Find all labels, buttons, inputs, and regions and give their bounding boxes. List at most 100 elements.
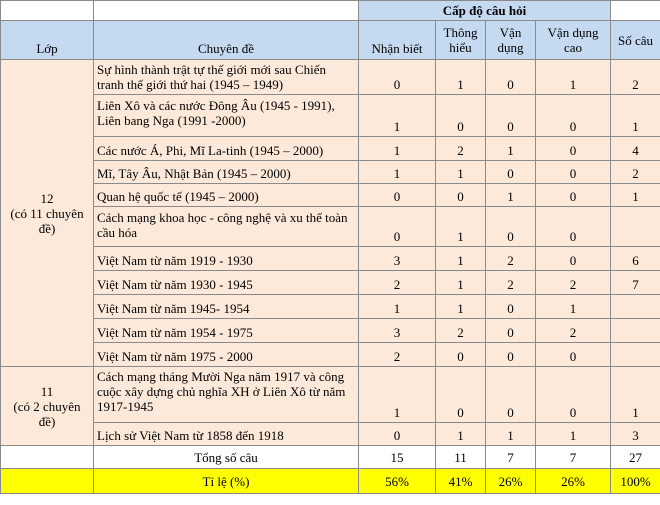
topic-cell: Việt Nam từ năm 1930 - 1945 — [93, 270, 359, 295]
topic-cell: Mĩ, Tây Âu, Nhật Bản (1945 – 2000) — [93, 160, 359, 184]
thong-hieu-cell: 1 — [435, 270, 486, 295]
van-dung-cao-cell: 2 — [534, 270, 612, 295]
topic-cell: Liên Xô và các nước Đông Âu (1945 - 1991… — [93, 94, 359, 137]
topic-cell: Việt Nam từ năm 1975 - 2000 — [93, 342, 359, 367]
header-row-1: Cấp độ câu hỏi — [0, 0, 660, 21]
van-dung-cell: 2 — [485, 246, 536, 271]
topic-cell: Cách mạng khoa học - công nghệ và xu thế… — [93, 206, 359, 247]
van-dung-cao-cell: 2 — [534, 318, 612, 343]
thong-hieu-cell: 1 — [435, 206, 486, 247]
so-cau-cell: 4 — [610, 136, 660, 161]
van-dung-cell: 1 — [485, 136, 536, 161]
header-row-2: Lớp Chuyên đề Nhận biết Thông hiểu Vận d… — [0, 20, 660, 60]
van-dung-cao-cell: 0 — [534, 206, 612, 247]
topic-cell: Lịch sử Việt Nam từ 1858 đến 1918 — [93, 422, 359, 446]
so-cau-cell: 2 — [610, 59, 660, 95]
header-blank-lop — [0, 0, 94, 21]
total-nhan-biet: 15 — [358, 445, 436, 469]
thong-hieu-cell: 2 — [435, 318, 486, 343]
van-dung-cell: 1 — [485, 422, 536, 446]
total-blank — [0, 445, 94, 469]
topic-cell: Cách mạng tháng Mười Nga năm 1917 và côn… — [93, 366, 359, 423]
van-dung-cao-cell: 1 — [534, 422, 612, 446]
header-nhan-biet: Nhận biết — [358, 20, 436, 60]
so-cau-cell: 6 — [610, 246, 660, 271]
so-cau-cell: 1 — [610, 366, 660, 423]
group-lop-12: 12 (có 11 chuyên đề) — [0, 59, 94, 367]
table-row: Việt Nam từ năm 1930 - 1945 2 1 2 2 7 — [1, 270, 660, 295]
van-dung-cell: 0 — [485, 206, 536, 247]
table-row: Việt Nam từ năm 1954 - 1975 3 2 0 2 — [1, 318, 660, 343]
van-dung-cell: 1 — [485, 183, 536, 207]
header-van-dung: Vận dụng — [485, 20, 536, 60]
total-van-dung: 7 — [485, 445, 536, 469]
van-dung-cao-cell: 0 — [534, 342, 612, 367]
nhan-biet-cell: 3 — [358, 318, 436, 343]
topic-cell: Việt Nam từ năm 1919 - 1930 — [93, 246, 359, 271]
van-dung-cell: 0 — [485, 59, 536, 95]
topic-cell: Sự hình thành trật tự thế giới mới sau C… — [93, 59, 359, 95]
so-cau-cell — [610, 294, 660, 319]
thong-hieu-cell: 0 — [435, 94, 486, 137]
ratio-so-cau: 100% — [610, 468, 660, 494]
van-dung-cao-cell: 0 — [534, 94, 612, 137]
table-row: Việt Nam từ năm 1975 - 2000 2 0 0 0 — [1, 342, 660, 367]
header-thong-hieu: Thông hiểu — [435, 20, 486, 60]
header-chuyen-de: Chuyên đề — [93, 20, 359, 60]
so-cau-cell — [610, 342, 660, 367]
so-cau-cell — [610, 206, 660, 247]
thong-hieu-cell: 2 — [435, 136, 486, 161]
van-dung-cell: 0 — [485, 318, 536, 343]
so-cau-cell: 1 — [610, 183, 660, 207]
so-cau-cell: 3 — [610, 422, 660, 446]
header-lop: Lớp — [0, 20, 94, 60]
nhan-biet-cell: 2 — [358, 342, 436, 367]
nhan-biet-cell: 1 — [358, 160, 436, 184]
header-group-title: Cấp độ câu hỏi — [357, 0, 612, 21]
so-cau-cell: 1 — [610, 94, 660, 137]
header-blank-topic — [93, 0, 359, 21]
nhan-biet-cell: 3 — [358, 246, 436, 271]
thong-hieu-cell: 1 — [435, 246, 486, 271]
nhan-biet-cell: 1 — [358, 294, 436, 319]
table-row: Lịch sử Việt Nam từ 1858 đến 1918 0 1 1 … — [1, 422, 660, 446]
total-van-dung-cao: 7 — [534, 445, 612, 469]
thong-hieu-cell: 0 — [435, 183, 486, 207]
van-dung-cell: 0 — [485, 160, 536, 184]
question-matrix-table: Cấp độ câu hỏi Lớp Chuyên đề Nhận biết T… — [0, 0, 660, 494]
table-row: 12 (có 11 chuyên đề) Sự hình thành trật … — [0, 59, 660, 367]
ratio-row: Tỉ lệ (%) 56% 41% 26% 26% 100% — [0, 468, 660, 494]
nhan-biet-cell: 1 — [358, 136, 436, 161]
van-dung-cao-cell: 0 — [534, 366, 612, 423]
topic-cell: Việt Nam từ năm 1945- 1954 — [93, 294, 359, 319]
table-row: 11 (có 2 chuyên đề) Cách mạng tháng Mười… — [0, 366, 660, 446]
thong-hieu-cell: 1 — [435, 422, 486, 446]
table-row: Việt Nam từ năm 1945- 1954 1 1 0 1 — [1, 294, 660, 319]
thong-hieu-cell: 1 — [435, 294, 486, 319]
nhan-biet-cell: 1 — [358, 366, 436, 423]
nhan-biet-cell: 2 — [358, 270, 436, 295]
total-so-cau: 27 — [610, 445, 660, 469]
total-row: Tổng số câu 15 11 7 7 27 — [0, 445, 660, 469]
table-row: Cách mạng khoa học - công nghệ và xu thế… — [1, 206, 660, 247]
thong-hieu-cell: 0 — [435, 366, 486, 423]
header-van-dung-cao: Vận dụng cao — [534, 20, 612, 60]
ratio-van-dung: 26% — [485, 468, 536, 494]
group-lop-11: 11 (có 2 chuyên đề) — [0, 366, 94, 446]
topic-cell: Quan hệ quốc tế (1945 – 2000) — [93, 183, 359, 207]
nhan-biet-cell: 0 — [358, 206, 436, 247]
van-dung-cao-cell: 0 — [534, 183, 612, 207]
nhan-biet-cell: 0 — [358, 59, 436, 95]
thong-hieu-cell: 1 — [435, 160, 486, 184]
van-dung-cao-cell: 1 — [534, 59, 612, 95]
van-dung-cao-cell: 1 — [534, 294, 612, 319]
table-row: Quan hệ quốc tế (1945 – 2000) 0 0 1 0 1 — [1, 183, 660, 207]
so-cau-cell: 7 — [610, 270, 660, 295]
so-cau-cell — [610, 318, 660, 343]
ratio-blank — [0, 468, 94, 494]
header-blank-count — [610, 0, 660, 21]
table-row: Mĩ, Tây Âu, Nhật Bản (1945 – 2000) 1 1 0… — [1, 160, 660, 184]
topic-cell: Các nước Á, Phi, Mĩ La-tinh (1945 – 2000… — [93, 136, 359, 161]
so-cau-cell: 2 — [610, 160, 660, 184]
table-row: Các nước Á, Phi, Mĩ La-tinh (1945 – 2000… — [1, 136, 660, 161]
